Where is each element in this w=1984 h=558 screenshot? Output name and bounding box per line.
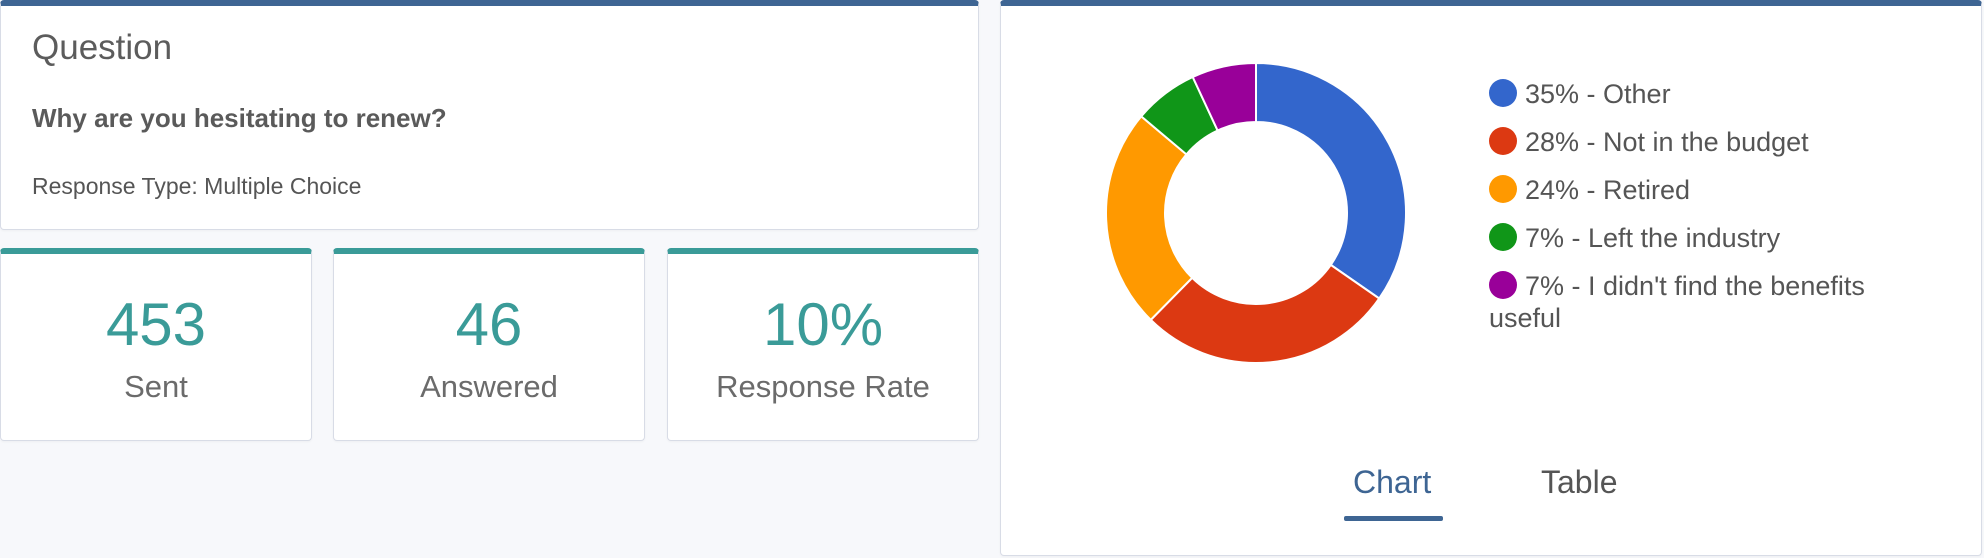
- stat-value: 10%: [762, 291, 884, 358]
- donut-slice-i-didn-t-find-the-benefits-useful[interactable]: [1191, 61, 1257, 132]
- legend-label: 28% - Not in the budget: [1525, 127, 1809, 157]
- stat-card-sent: 453 Sent: [0, 248, 312, 441]
- stat-card-answered: 46 Answered: [333, 248, 645, 441]
- legend-swatch: [1489, 79, 1517, 107]
- legend-item: 28% - Not in the budget: [1489, 126, 1919, 158]
- question-card: Question Why are you hesitating to renew…: [0, 0, 979, 230]
- stat-value: 453: [105, 291, 207, 358]
- legend-label: 35% - Other: [1525, 79, 1671, 109]
- stat-label: Answered: [420, 369, 558, 404]
- stat-label: Sent: [124, 369, 188, 404]
- tab-table[interactable]: Table: [1541, 464, 1618, 500]
- legend-swatch: [1489, 271, 1517, 299]
- stat-card-response-rate: 10% Response Rate: [667, 248, 979, 441]
- legend-label: 7% - Left the industry: [1525, 223, 1781, 253]
- response-type: Response Type: Multiple Choice: [32, 173, 362, 199]
- chart-card: 35% - Other 28% - Not in the budget 24% …: [1000, 0, 1982, 556]
- question-heading: Question: [32, 28, 173, 67]
- legend-swatch: [1489, 175, 1517, 203]
- question-text: Why are you hesitating to renew?: [32, 103, 447, 133]
- legend-swatch: [1489, 223, 1517, 251]
- legend-label: 7% - I didn't find the benefits useful: [1489, 271, 1865, 333]
- donut-slice-other[interactable]: [1255, 61, 1407, 300]
- tab-chart[interactable]: Chart: [1353, 464, 1432, 500]
- legend-label: 24% - Retired: [1525, 175, 1691, 205]
- donut-chart: [1105, 61, 1407, 364]
- donut-slice-not-in-the-budget[interactable]: [1149, 263, 1381, 364]
- active-tab-indicator: [1344, 516, 1443, 521]
- legend-item: 7% - Left the industry: [1489, 222, 1919, 254]
- chart-legend: 35% - Other 28% - Not in the budget 24% …: [1489, 78, 1919, 350]
- legend-item: 7% - I didn't find the benefits useful: [1489, 270, 1919, 334]
- stat-value: 46: [455, 291, 523, 358]
- legend-item: 35% - Other: [1489, 78, 1919, 110]
- legend-item: 24% - Retired: [1489, 174, 1919, 206]
- legend-swatch: [1489, 127, 1517, 155]
- stat-label: Response Rate: [716, 369, 930, 404]
